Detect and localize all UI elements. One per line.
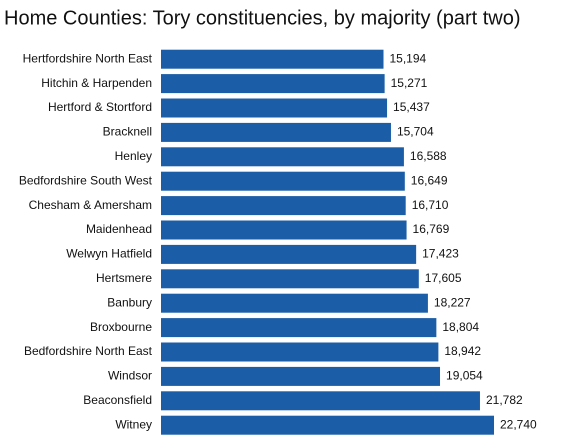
value-label: 15,704 (397, 125, 434, 139)
category-label: Banbury (107, 295, 152, 309)
value-label: 16,588 (410, 149, 447, 163)
bar (161, 49, 384, 69)
category-label: Maidenhead (86, 222, 152, 236)
bar (161, 244, 417, 264)
category-label: Hertfordshire North East (23, 51, 153, 65)
category-label: Hertford & Stortford (48, 100, 152, 114)
category-label: Bedfordshire South West (19, 173, 153, 187)
value-label: 15,194 (389, 51, 426, 65)
bar (161, 342, 439, 362)
bar (161, 196, 406, 216)
value-label: 17,605 (425, 271, 462, 285)
category-label: Beaconsfield (83, 393, 152, 407)
category-label: Witney (115, 417, 152, 431)
value-label: 18,804 (442, 320, 479, 334)
category-label: Broxbourne (90, 320, 152, 334)
value-label: 18,227 (434, 295, 471, 309)
bar (161, 122, 391, 142)
category-label: Welwyn Hatfield (66, 247, 152, 261)
value-label: 15,271 (391, 76, 428, 90)
category-label: Windsor (108, 369, 152, 383)
value-label: 18,942 (444, 344, 481, 358)
value-label: 16,649 (411, 173, 448, 187)
bar (161, 220, 407, 240)
value-label: 22,740 (500, 417, 537, 431)
bar (161, 98, 388, 118)
category-label: Hertsmere (96, 271, 152, 285)
category-label: Henley (115, 149, 152, 163)
value-label: 17,423 (422, 247, 459, 261)
bar (161, 147, 404, 167)
bar (161, 171, 405, 191)
category-label: Hitchin & Harpenden (41, 76, 152, 90)
value-label: 16,710 (412, 198, 449, 212)
category-label: Bracknell (103, 125, 152, 139)
bar (161, 269, 419, 289)
chart-title: Home Counties: Tory constituencies, by m… (4, 7, 521, 29)
category-label: Chesham & Amersham (29, 198, 152, 212)
value-label: 15,437 (393, 100, 430, 114)
bar (161, 391, 480, 411)
value-label: 21,782 (486, 393, 523, 407)
bar (161, 318, 437, 338)
value-label: 16,769 (413, 222, 450, 236)
category-label: Bedfordshire North East (24, 344, 153, 358)
bar (161, 415, 494, 435)
value-label: 19,054 (446, 369, 483, 383)
bar (161, 74, 385, 94)
bar (161, 366, 441, 386)
bar (161, 293, 428, 313)
